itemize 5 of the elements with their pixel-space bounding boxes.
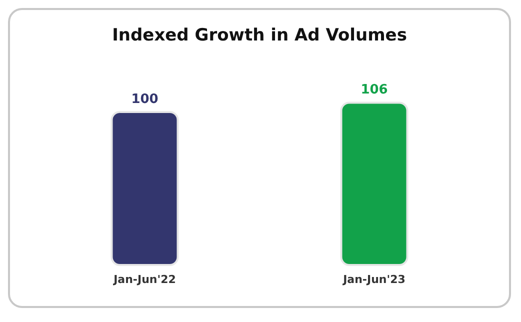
chart-title: Indexed Growth in Ad Volumes — [112, 26, 407, 46]
x-tick-label: Jan-Jun'23 — [342, 273, 406, 286]
data-label: 100 — [131, 92, 158, 107]
x-tick-label: Jan-Jun'22 — [112, 273, 176, 286]
data-label: 106 — [360, 82, 388, 98]
